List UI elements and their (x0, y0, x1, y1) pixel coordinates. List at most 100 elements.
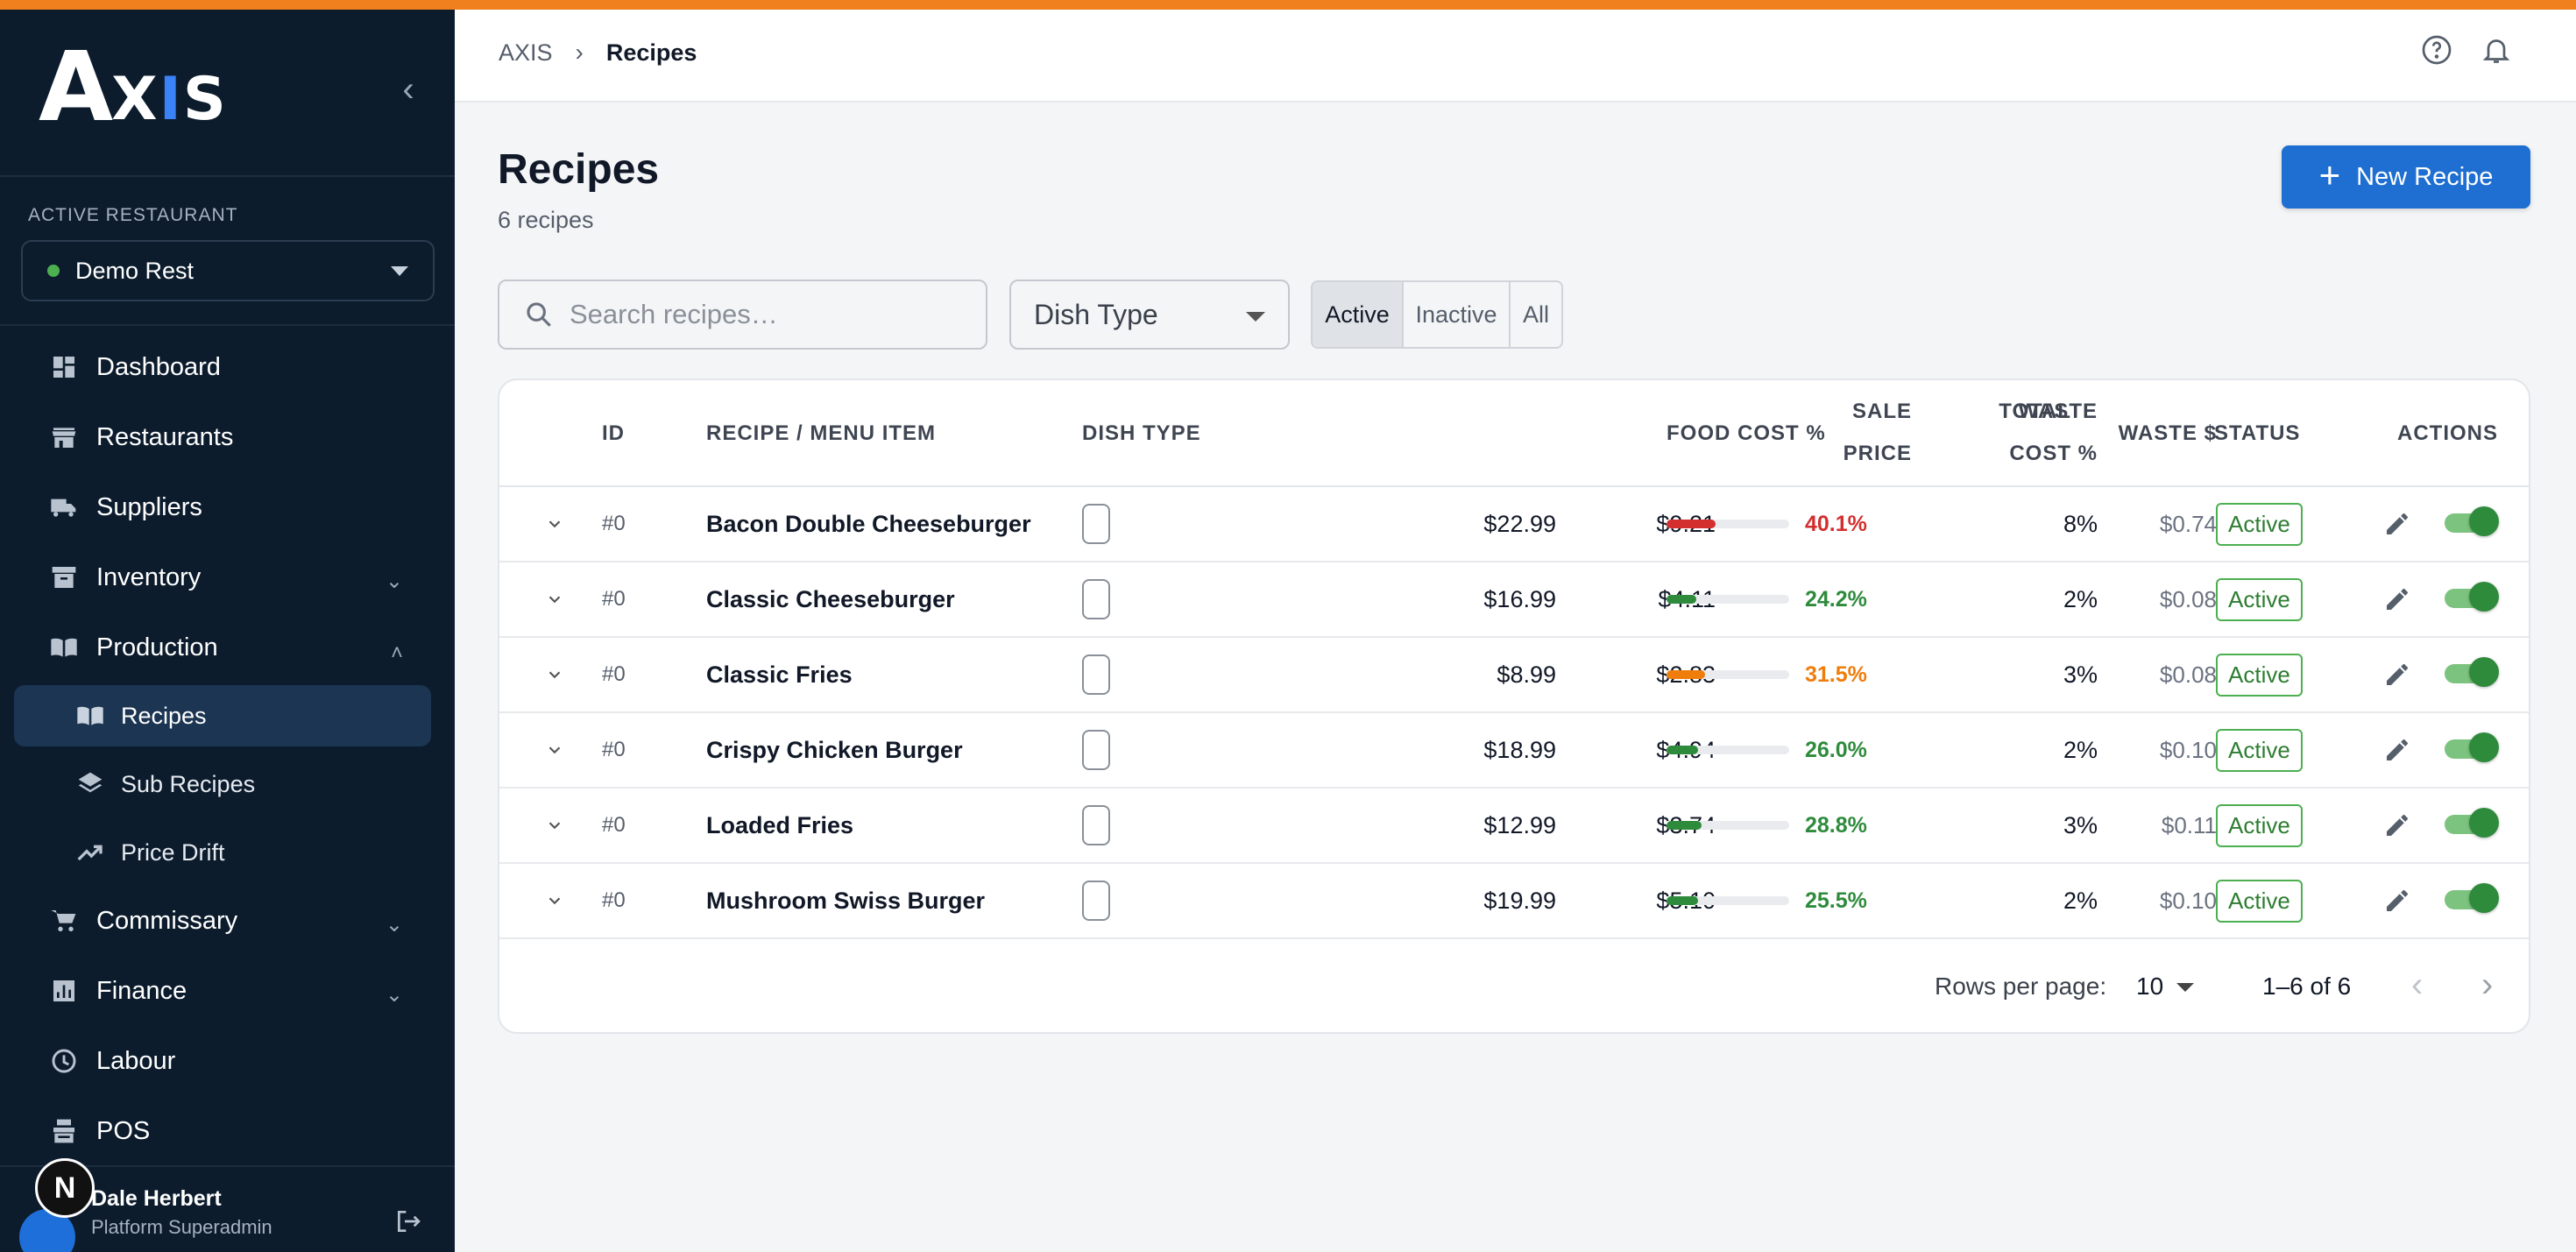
prev-page-icon[interactable]: ‹ (2411, 966, 2424, 1004)
expand-row-icon[interactable] (541, 713, 568, 787)
logout-icon[interactable] (394, 1207, 429, 1242)
pagination-range: 1–6 of 6 (2262, 973, 2352, 1000)
next-dev-badge[interactable]: N (35, 1158, 95, 1218)
expand-row-icon[interactable] (541, 789, 568, 862)
sidebar-item-suppliers[interactable]: Suppliers (14, 477, 431, 538)
recipe-name[interactable]: Mushroom Swiss Burger (706, 887, 986, 914)
edit-pencil-icon[interactable] (2380, 562, 2415, 636)
sidebar-item-labour[interactable]: Labour (14, 1030, 431, 1092)
sidebar-item-finance[interactable]: Finance ⌄ (14, 960, 431, 1022)
sidebar-item-inventory[interactable]: Inventory ⌄ (14, 547, 431, 608)
recipe-name[interactable]: Classic Fries (706, 661, 853, 688)
rows-per-page-select[interactable]: 10 (2136, 973, 2164, 1000)
new-recipe-button[interactable]: + New Recipe (2282, 145, 2530, 209)
sidebar-item-production[interactable]: Production ˄ (14, 617, 431, 678)
edit-pencil-icon[interactable] (2380, 864, 2415, 937)
status-label: Active (2216, 577, 2303, 621)
filter-inactive[interactable]: Inactive (1404, 282, 1511, 347)
notifications-bell-icon[interactable] (2480, 34, 2519, 73)
top-accent-bar (0, 0, 2576, 10)
recipe-name[interactable]: Classic Cheeseburger (706, 585, 955, 612)
food-cost-pct: 40.1% (1805, 511, 1867, 536)
expand-row-icon[interactable] (541, 638, 568, 711)
edit-pencil-icon[interactable] (2380, 713, 2415, 787)
col-id[interactable]: ID (602, 421, 625, 445)
col-dish-type[interactable]: DISH TYPE (1082, 421, 1201, 445)
sale-price: $16.99 (1483, 585, 1556, 612)
help-icon[interactable] (2421, 34, 2459, 73)
dish-type-chip (1082, 789, 1110, 862)
active-toggle[interactable] (2441, 487, 2499, 561)
search-input[interactable] (570, 299, 964, 330)
edit-pencil-icon[interactable] (2380, 789, 2415, 862)
col-recipe[interactable]: RECIPE / MENU ITEM (706, 421, 937, 445)
col-total-cost[interactable]: TOTAL COST (1999, 391, 2071, 475)
cart-icon (47, 904, 81, 937)
active-toggle[interactable] (2441, 562, 2499, 636)
storefront-icon (47, 421, 81, 454)
recipe-name[interactable]: Loaded Fries (706, 811, 854, 838)
dish-type-chip (1082, 562, 1110, 636)
search-icon (527, 302, 551, 327)
edit-pencil-icon[interactable] (2380, 638, 2415, 711)
filter-all[interactable]: All (1522, 301, 1549, 328)
active-toggle[interactable] (2441, 713, 2499, 787)
chevron-down-icon: ⌄ (385, 569, 403, 593)
col-status[interactable]: STATUS (2214, 421, 2301, 445)
sidebar-item-sub-recipes[interactable]: Sub Recipes (14, 753, 431, 815)
food-cost-bar (1667, 520, 1789, 528)
sidebar-item-price-drift[interactable]: Price Drift (14, 822, 431, 883)
recipe-name[interactable]: Bacon Double Cheeseburger (706, 510, 1031, 537)
col-waste-line1: WASTE (2018, 400, 2098, 423)
user-profile[interactable]: Dale Herbert Platform Superadmin (0, 1165, 455, 1252)
waste-dollar: $0.10 (2159, 736, 2217, 763)
sidebar-item-commissary[interactable]: Commissary ⌄ (14, 890, 431, 951)
col-waste-dollar[interactable]: WASTE $ (2118, 421, 2217, 445)
book-icon (74, 699, 107, 732)
expand-row-icon[interactable] (541, 562, 568, 636)
sidebar-item-recipes[interactable]: Recipes (14, 685, 431, 746)
sidebar-item-restaurants[interactable]: Restaurants (14, 407, 431, 468)
food-cost-pct: 26.0% (1805, 737, 1867, 762)
caret-down-icon[interactable] (2176, 983, 2194, 992)
plus-icon: + (2318, 154, 2341, 195)
axis-logo[interactable]: A XIS (39, 39, 228, 135)
filter-active[interactable]: Active (1313, 282, 1404, 347)
sidebar-item-label: Sub Recipes (121, 770, 256, 797)
page-title: Recipes (498, 146, 660, 193)
col-waste-pct[interactable]: WASTE% (1901, 391, 2098, 475)
dish-type-select[interactable]: Dish Type (1009, 279, 1290, 350)
restaurant-select[interactable]: Demo Rest (21, 240, 435, 301)
sidebar-item-label: Labour (96, 1046, 176, 1075)
active-toggle[interactable] (2441, 789, 2499, 862)
collapse-sidebar-icon[interactable]: ‹ (402, 70, 414, 109)
search-field[interactable] (498, 279, 987, 350)
sidebar-item-pos[interactable]: POS (14, 1100, 431, 1162)
waste-dollar: $0.74 (2159, 510, 2217, 537)
sidebar-item-label: POS (96, 1116, 151, 1145)
expand-row-icon[interactable] (541, 487, 568, 561)
active-toggle[interactable] (2441, 864, 2499, 937)
food-cost-bar (1667, 821, 1789, 830)
sidebar-item-label: Price Drift (121, 838, 225, 866)
col-sale-price[interactable]: SALE PRICE (1844, 391, 1912, 475)
edit-pencil-icon[interactable] (2380, 487, 2415, 561)
col-food-cost[interactable]: FOOD COST % (1667, 421, 1826, 445)
next-page-icon[interactable]: › (2481, 966, 2494, 1004)
active-toggle[interactable] (2441, 638, 2499, 711)
recipe-id: #0 (602, 662, 626, 686)
recipe-name[interactable]: Crispy Chicken Burger (706, 736, 963, 763)
breadcrumb-root[interactable]: AXIS (499, 39, 553, 66)
waste-dollar: $0.10 (2159, 887, 2217, 914)
expand-row-icon[interactable] (541, 864, 568, 937)
food-cost-bar-fill (1667, 821, 1702, 830)
food-cost-pct: 25.5% (1805, 888, 1867, 913)
sidebar-item-dashboard[interactable]: Dashboard (14, 336, 431, 398)
waste-pct: 2% (2063, 887, 2098, 914)
